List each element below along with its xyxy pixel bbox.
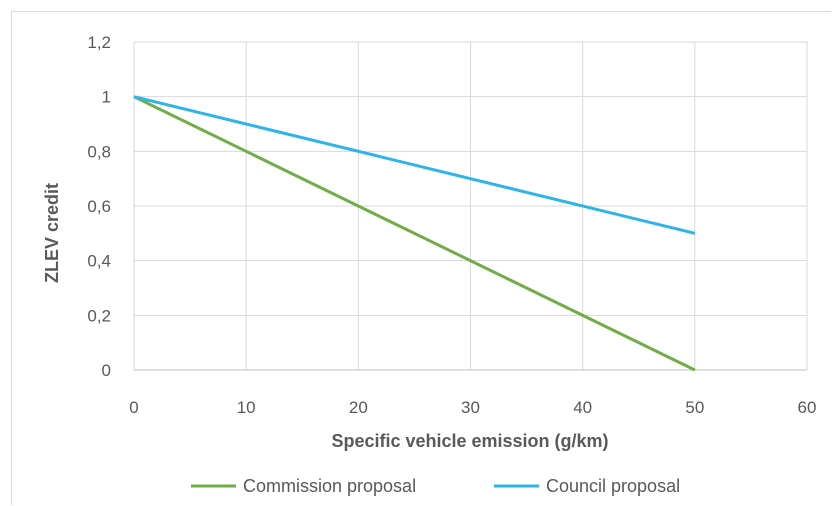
gridlines xyxy=(133,41,808,371)
chart-frame xyxy=(11,11,831,505)
tick-labels: 0 10 20 30 40 50 60 0 0,2 0,4 0,6 0,8 1 1,2 xyxy=(87,33,816,417)
legend: Commission proposal Council proposal xyxy=(191,476,680,496)
series-line-commission xyxy=(133,95,696,372)
x-tick-label: 50 xyxy=(685,398,704,417)
x-tick-label: 60 xyxy=(798,398,817,417)
y-axis-title: ZLEV credit xyxy=(42,183,62,283)
y-tick-label: 0 xyxy=(102,361,111,380)
legend-label: Commission proposal xyxy=(243,476,416,496)
x-axis-title: Specific vehicle emission (g/km) xyxy=(331,431,608,451)
y-tick-label: 1,2 xyxy=(87,33,111,52)
y-tick-label: 0,6 xyxy=(87,197,111,216)
x-tick-label: 30 xyxy=(461,398,480,417)
x-tick-label: 10 xyxy=(237,398,256,417)
legend-label: Council proposal xyxy=(546,476,680,496)
y-tick-label: 1 xyxy=(102,88,111,107)
x-tick-label: 40 xyxy=(573,398,592,417)
y-tick-label: 0,4 xyxy=(87,252,111,271)
series-layer xyxy=(133,95,696,372)
y-tick-label: 0,8 xyxy=(87,142,111,161)
y-tick-label: 0,2 xyxy=(87,306,111,325)
x-tick-label: 20 xyxy=(349,398,368,417)
x-tick-label: 0 xyxy=(129,398,138,417)
series-line-council xyxy=(133,95,696,235)
